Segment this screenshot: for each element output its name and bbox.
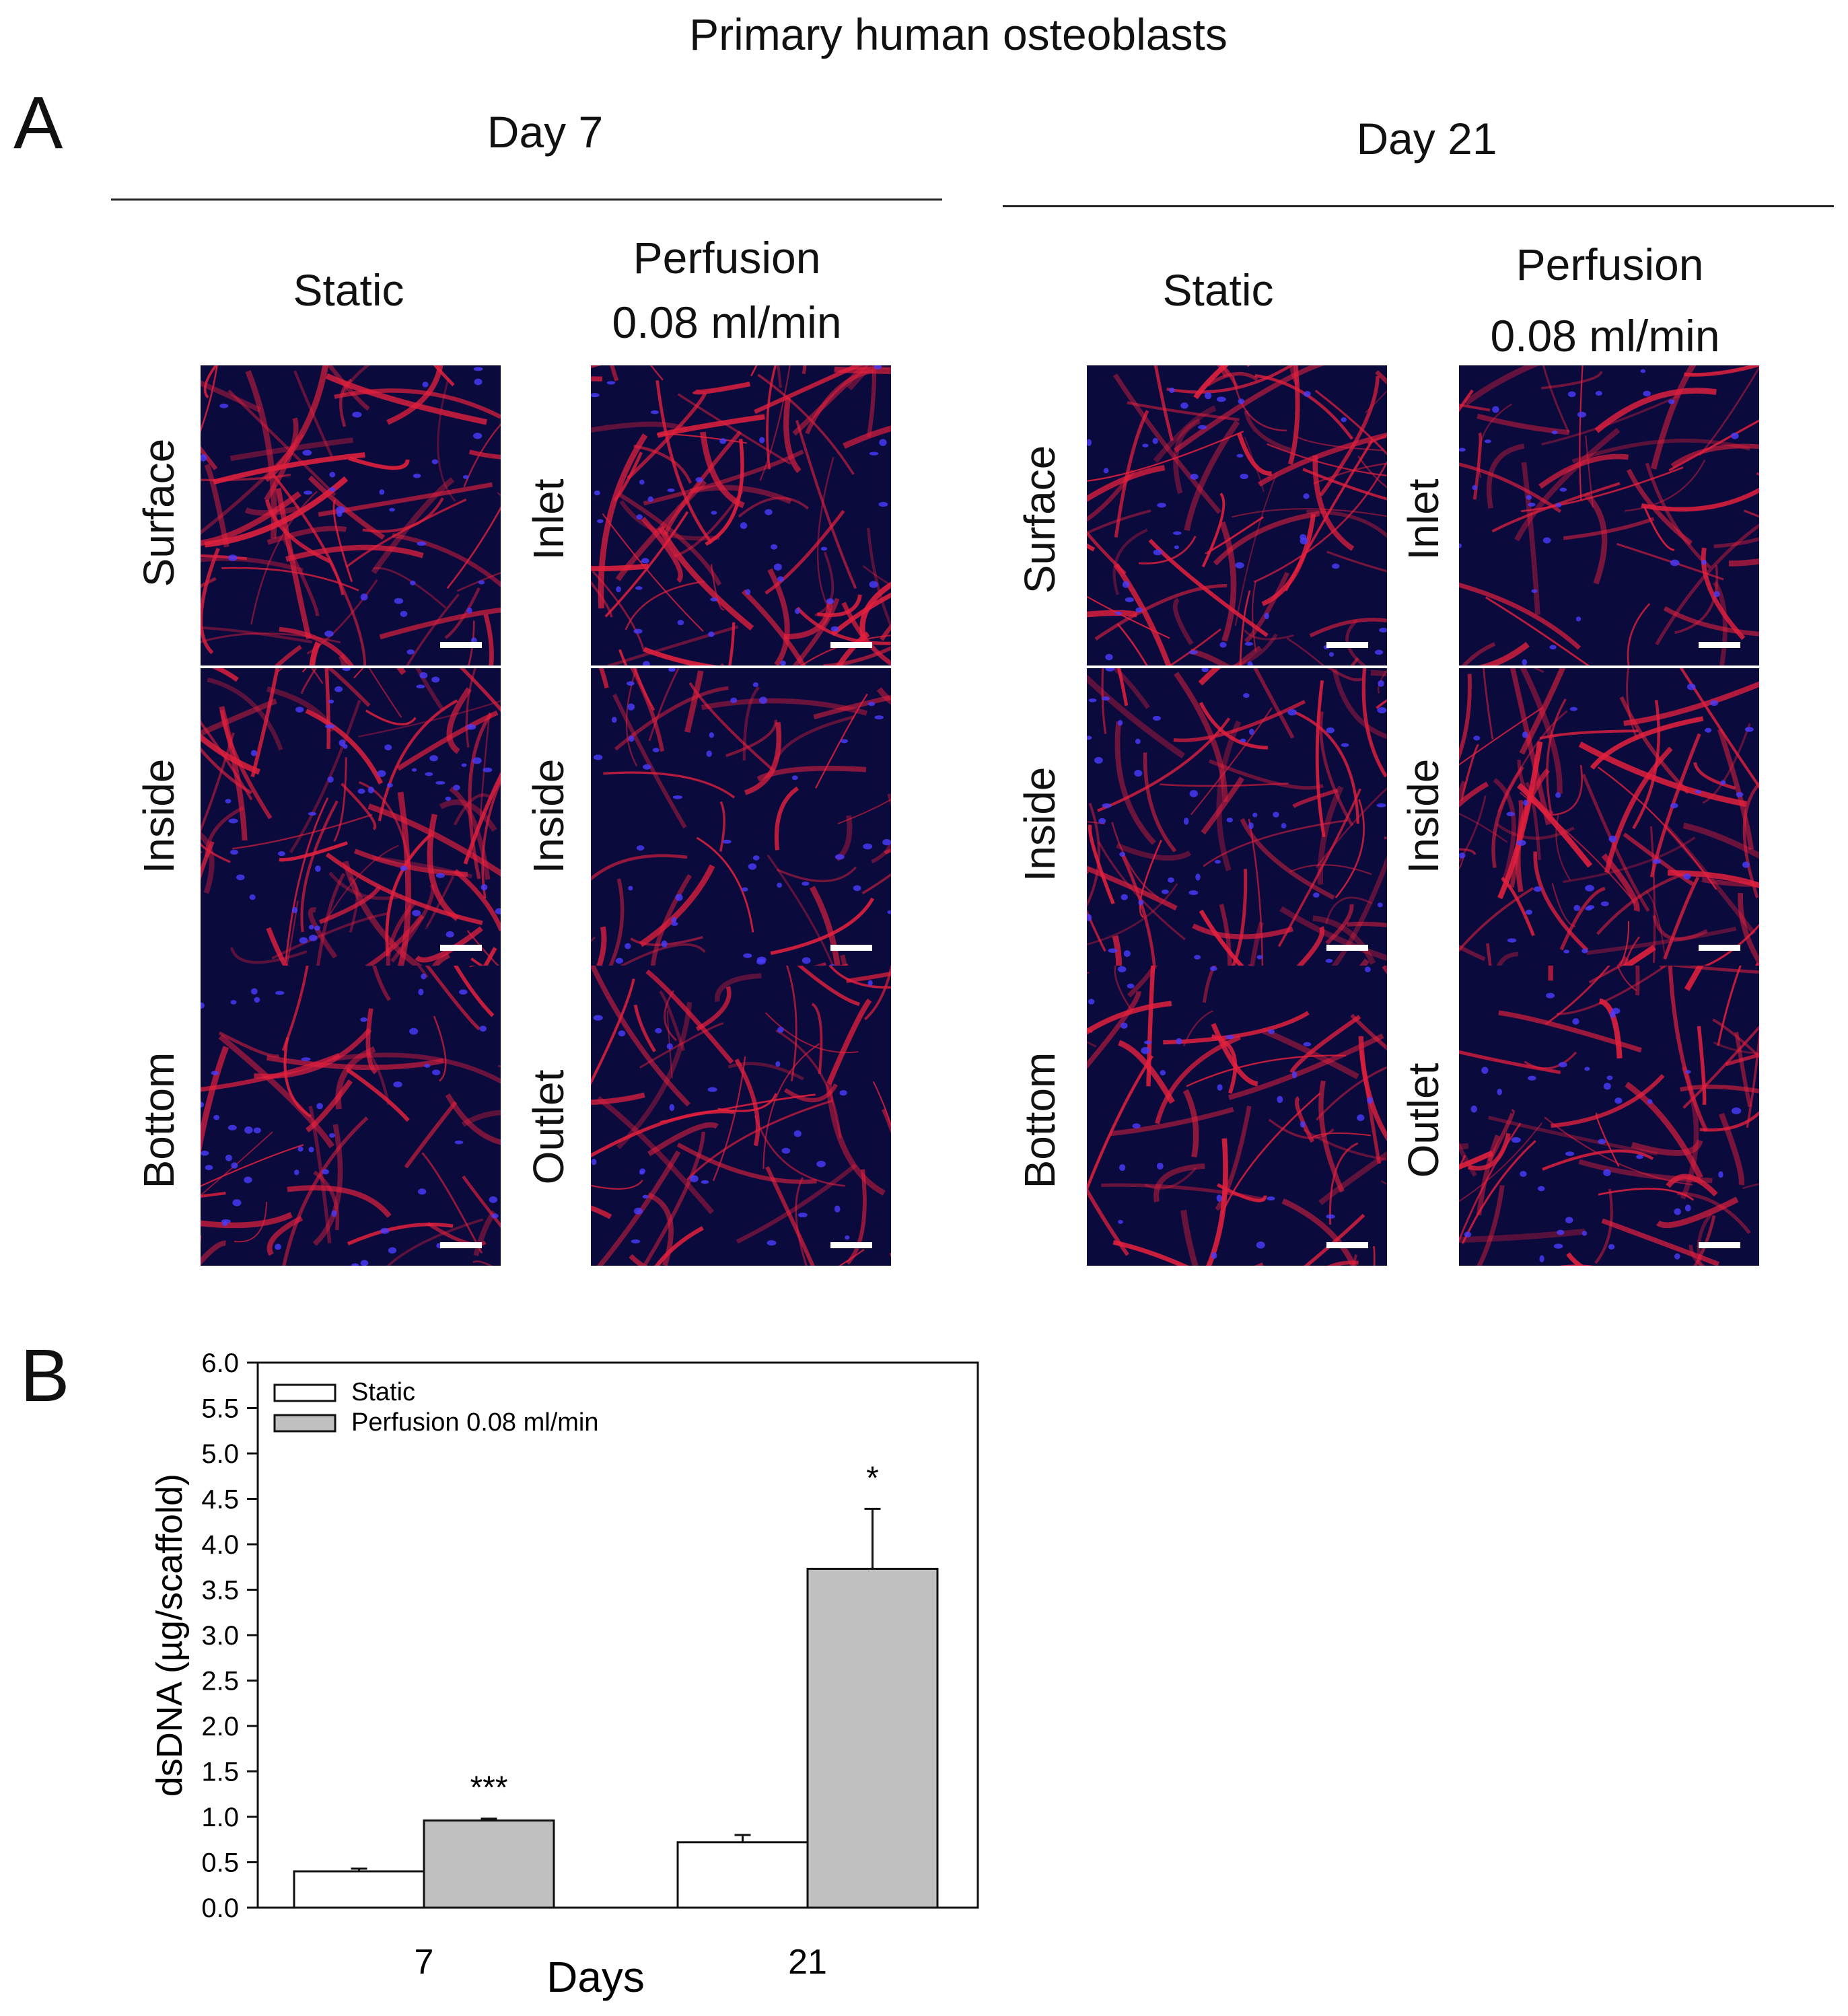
micrograph-image	[591, 966, 891, 1266]
y-tick-label: 5.0	[201, 1439, 239, 1469]
micrograph-day7-static-inside	[201, 668, 501, 968]
legend-swatch-static	[273, 1383, 336, 1402]
y-axis-label: dsDNA (µg/scaffold)	[149, 1474, 190, 1797]
scale-bar	[830, 945, 872, 951]
micrograph-day7-static-surface	[201, 365, 501, 665]
bar-static-day7	[293, 1870, 425, 1909]
scale-bar	[1326, 945, 1368, 951]
day21-divider	[1003, 205, 1834, 207]
micrograph-image	[1459, 668, 1759, 968]
row-label-day21-static-bottom: Bottom	[1016, 1052, 1064, 1189]
micrograph-day21-static-surface	[1087, 365, 1387, 665]
scale-bar	[830, 642, 872, 648]
legend-label-perfusion: Perfusion 0.08 ml/min	[351, 1408, 599, 1437]
micrograph-image	[591, 668, 891, 968]
bar-perfusion-day21	[806, 1567, 939, 1909]
micrograph-day21-perfusion-inlet	[1459, 365, 1759, 665]
scale-bar	[1326, 642, 1368, 648]
y-axis: 0.0 0.5 1.0 1.5 2.0 2.5 3.0 3.5 4.0 4.5 5.0 5.5 6.0	[201, 1348, 258, 1923]
dsdna-bar-chart: 0.00.51.01.52.02.53.03.54.04.55.05.56.0 …	[149, 1348, 979, 2001]
row-label-day7-static-inside: Inside	[135, 758, 183, 874]
micrograph-image	[1459, 966, 1759, 1266]
row-label-day21-perfusion-inside: Inside	[1399, 758, 1448, 874]
micrograph-day7-perfusion-inside	[591, 668, 891, 968]
row-label-day21-perfusion-inlet: Inlet	[1399, 478, 1448, 561]
y-tick-label: 2.5	[201, 1667, 239, 1696]
x-tick-label: 7	[415, 1943, 434, 1982]
scale-bar	[1326, 1242, 1368, 1248]
figure-title: Primary human osteoblasts	[689, 9, 1228, 59]
y-tick-label: 3.0	[201, 1621, 239, 1651]
micrograph-day7-static-bottom	[201, 966, 501, 1266]
scale-bar	[1699, 1242, 1740, 1248]
row-label-day21-static-inside: Inside	[1016, 766, 1064, 882]
micrograph-image	[1087, 668, 1387, 968]
scale-bar	[440, 945, 482, 951]
scale-bar	[440, 642, 482, 648]
header-day21-perfusion-rate: 0.08 ml/min	[1490, 311, 1720, 361]
row-label-day7-static-bottom: Bottom	[135, 1052, 183, 1189]
y-tick-label: 4.0	[201, 1530, 239, 1560]
micrograph-day21-perfusion-outlet	[1459, 966, 1759, 1266]
micrograph-image	[201, 365, 501, 665]
micrograph-image	[1087, 966, 1387, 1266]
panel-b-letter: B	[20, 1334, 70, 1417]
y-tick-label: 0.5	[201, 1848, 239, 1878]
bar-static-day21	[676, 1841, 809, 1909]
header-day21-perfusion: Perfusion	[1516, 240, 1704, 289]
micrograph-image	[1087, 365, 1387, 665]
legend: Static Perfusion 0.08 ml/min	[273, 1378, 599, 1437]
scale-bar	[830, 1242, 872, 1248]
row-label-day7-static-surface: Surface	[135, 438, 183, 587]
bar-series: *** 7 * 21	[293, 1460, 939, 1982]
micrograph-image	[1459, 365, 1759, 665]
legend-label-static: Static	[351, 1378, 415, 1406]
scale-bar	[440, 1242, 482, 1248]
row-label-day21-perfusion-outlet: Outlet	[1399, 1063, 1448, 1178]
micrograph-day21-perfusion-inside	[1459, 668, 1759, 968]
micrograph-image	[201, 668, 501, 968]
y-tick-label: 3.5	[201, 1576, 239, 1606]
row-label-day7-perfusion-inlet: Inlet	[524, 478, 573, 561]
significance-annotation: ***	[470, 1770, 507, 1806]
micrograph-image	[591, 365, 891, 665]
micrograph-day21-static-bottom	[1087, 966, 1387, 1266]
header-day7-perfusion: Perfusion	[633, 233, 821, 283]
micrograph-day7-perfusion-outlet	[591, 966, 891, 1266]
legend-swatch-perfusion	[273, 1414, 336, 1433]
panel-a-letter: A	[13, 81, 63, 164]
day7-divider	[111, 199, 942, 201]
y-tick-label: 2.0	[201, 1712, 239, 1741]
y-tick-label: 6.0	[201, 1348, 239, 1378]
row-label-day7-perfusion-outlet: Outlet	[524, 1069, 573, 1185]
row-label-day7-perfusion-inside: Inside	[524, 758, 573, 874]
header-day21-static: Static	[1162, 265, 1274, 315]
y-tick-label: 1.0	[201, 1803, 239, 1832]
y-tick-label: 4.5	[201, 1485, 239, 1515]
scale-bar	[1699, 945, 1740, 951]
x-axis-label: Days	[546, 1953, 645, 2001]
micrograph-image	[201, 966, 501, 1266]
y-tick-label: 1.5	[201, 1758, 239, 1787]
header-day7-perfusion-rate: 0.08 ml/min	[612, 297, 842, 347]
header-day7-static: Static	[293, 265, 404, 315]
x-tick-label: 21	[788, 1943, 827, 1982]
y-tick-label: 5.5	[201, 1394, 239, 1424]
significance-annotation: *	[866, 1460, 879, 1496]
y-tick-label: 0.0	[201, 1894, 239, 1923]
bar-perfusion-day7	[423, 1819, 555, 1909]
group-heading-day7: Day 7	[487, 107, 604, 157]
micrograph-day7-perfusion-inlet	[591, 365, 891, 665]
row-label-day21-static-surface: Surface	[1016, 445, 1064, 594]
scale-bar	[1699, 642, 1740, 648]
group-heading-day21: Day 21	[1356, 114, 1497, 164]
micrograph-day21-static-inside	[1087, 668, 1387, 968]
